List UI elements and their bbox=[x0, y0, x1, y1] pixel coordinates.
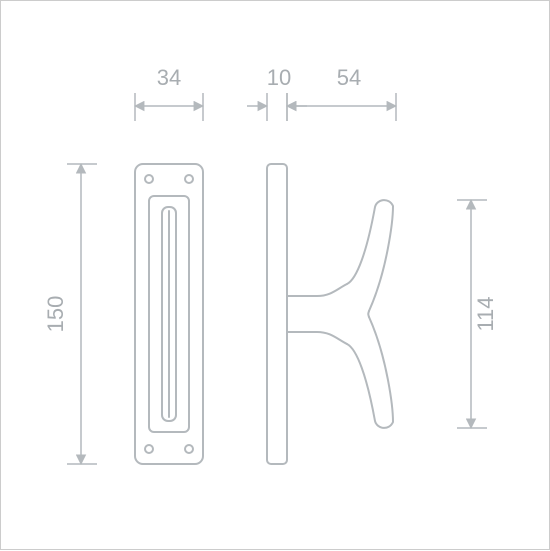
dimension-height-right: 114 bbox=[457, 200, 498, 428]
dimension-plate-width: 34 bbox=[135, 65, 203, 121]
dimension-handle-width: 54 bbox=[287, 65, 396, 121]
dimension-slot-width: 10 bbox=[247, 65, 307, 121]
side-view bbox=[267, 164, 393, 464]
label-height-right: 114 bbox=[473, 296, 498, 331]
label-handle-width: 54 bbox=[337, 65, 361, 90]
technical-drawing: .ln { stroke: var(--stroke); stroke-widt… bbox=[1, 1, 550, 551]
label-height-left: 150 bbox=[43, 296, 68, 333]
dimension-height-left: 150 bbox=[43, 164, 97, 464]
label-slot-width: 10 bbox=[267, 65, 291, 90]
front-view bbox=[135, 164, 203, 464]
label-plate-width: 34 bbox=[157, 65, 181, 90]
diagram-frame: .ln { stroke: var(--stroke); stroke-widt… bbox=[0, 0, 550, 550]
